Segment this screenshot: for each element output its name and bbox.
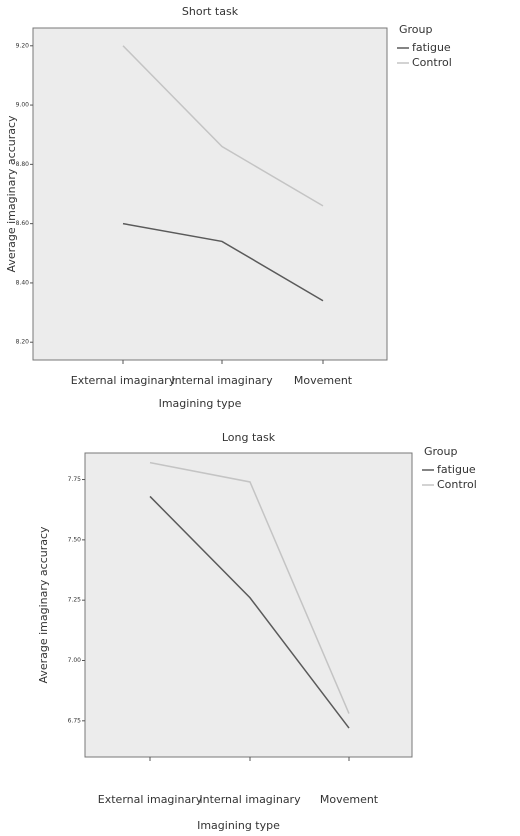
y-tick-label: 8.20 — [16, 339, 30, 346]
legend-label: fatigue — [412, 41, 451, 54]
x-tick-label: Movement — [320, 793, 379, 806]
x-tick-label: Internal imaginary — [199, 793, 301, 806]
chart-title: Long task — [222, 431, 276, 444]
y-tick-label: 7.50 — [68, 536, 82, 543]
y-tick-label: 8.60 — [16, 220, 30, 227]
chart-title: Short task — [182, 5, 239, 18]
x-tick-label: Movement — [294, 374, 353, 387]
y-tick-label: 6.75 — [68, 717, 82, 724]
x-tick-label: External imaginary — [98, 793, 203, 806]
series-line — [149, 461, 350, 714]
y-tick-label: 8.80 — [16, 161, 30, 168]
legend-title: Group — [399, 23, 433, 36]
x-tick-label: External imaginary — [71, 374, 176, 387]
y-tick-label: 9.00 — [16, 102, 30, 109]
series-line — [122, 45, 324, 207]
y-axis-label: Average imaginary accuracy — [37, 526, 50, 684]
series-line — [122, 222, 324, 302]
x-axis-label: Imagining type — [159, 397, 242, 410]
legend-label: Control — [437, 478, 477, 491]
plot-area — [84, 452, 413, 758]
legend-label: Control — [412, 56, 452, 69]
y-tick-label: 7.25 — [68, 597, 82, 604]
series-line — [149, 495, 350, 729]
y-tick-label: 8.40 — [16, 279, 30, 286]
y-tick-label: 7.75 — [68, 476, 82, 483]
y-axis-label: Average imaginary accuracy — [5, 115, 18, 273]
y-tick-label: 7.00 — [68, 657, 82, 664]
legend-title: Group — [424, 445, 458, 458]
y-tick-label: 9.20 — [16, 42, 30, 49]
plot-area — [32, 27, 388, 361]
x-tick-label: Internal imaginary — [171, 374, 273, 387]
x-axis-label: Imagining type — [197, 819, 280, 832]
legend-label: fatigue — [437, 463, 476, 476]
